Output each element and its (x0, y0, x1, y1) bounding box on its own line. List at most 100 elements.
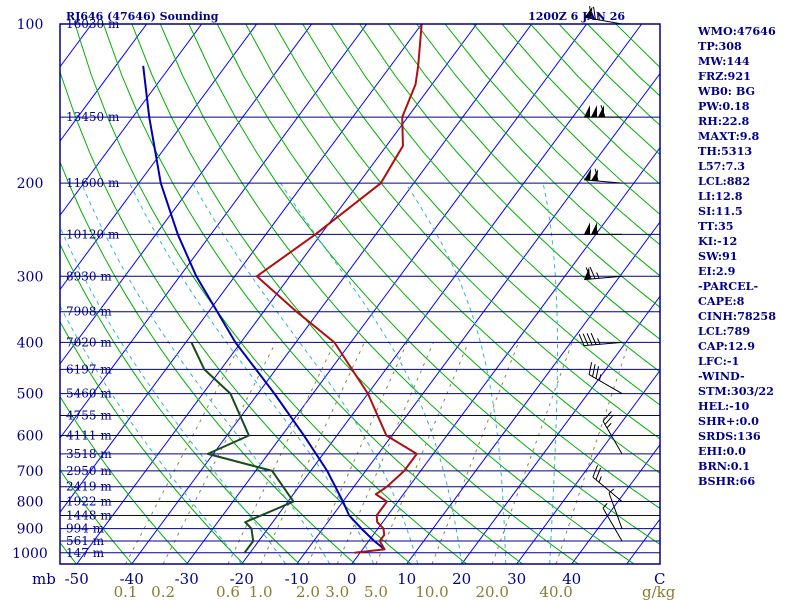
index-item: WMO:47646 (698, 24, 776, 38)
wind-barb (602, 503, 623, 542)
pressure-tick-label: 100 (17, 17, 44, 33)
height-label: 13450 m (66, 110, 120, 124)
dry-adiabat-line (0, 24, 21, 564)
pressure-tick-label: 1000 (12, 546, 48, 562)
height-label: 561 m (66, 534, 105, 548)
wind-barb (584, 6, 623, 25)
index-item: LFC:-1 (698, 354, 740, 368)
pressure-tick-label: 800 (17, 495, 44, 511)
index-item: KI:-12 (698, 234, 738, 248)
temperature-tick-label: 0 (347, 570, 357, 588)
wind-barb (584, 104, 622, 118)
pressure-tick-label: 200 (17, 176, 44, 192)
mixing-ratio-tick-label: 2.0 (296, 583, 320, 600)
isotherm-line (516, 369, 660, 564)
temperature-tick-label: -20 (230, 570, 254, 588)
mixing-ratio-tick-label: 20.0 (475, 583, 508, 600)
height-label: 10120 m (66, 227, 120, 241)
index-item: -PARCEL- (698, 279, 759, 293)
dry-adiabat-line (60, 160, 356, 564)
isotherm-line (351, 146, 660, 564)
dry-adiabat-line (60, 541, 77, 564)
dry-adiabat-line (416, 24, 660, 277)
temperature-profile-line (255, 24, 423, 554)
index-item: EHI:0.0 (698, 444, 746, 458)
isotherm-line (60, 24, 368, 439)
pressure-tick-label: 300 (17, 269, 44, 285)
index-item: TH:5313 (698, 144, 753, 158)
sounding-time: 1200Z 6 JAN 26 (528, 10, 625, 23)
temperature-tick-label: 40 (562, 570, 581, 588)
isotherm-line (60, 24, 258, 291)
index-item: SRDS:136 (698, 429, 761, 443)
dry-adiabat-line (444, 24, 660, 246)
height-label: 4755 m (66, 409, 112, 423)
isotherm-line (406, 221, 660, 564)
wind-barb (584, 266, 623, 281)
mixing-ratio-line (162, 342, 277, 564)
index-item: SW:91 (698, 249, 738, 263)
dry-adiabat-line (74, 24, 468, 564)
index-item: -WIND- (698, 369, 745, 383)
pressure-tick-labels: 100 200 300 400 500 600 700 800 900 1000 (12, 17, 48, 562)
temperature-tick-labels: -50 -40 -30 -20 -10 0 10 20 30 40 (65, 570, 582, 588)
mixing-ratio-tick-label: 0.2 (151, 583, 175, 600)
index-item: RH:22.8 (698, 114, 750, 128)
index-item: EI:2.9 (698, 264, 736, 278)
height-label: 1448 m (66, 508, 112, 522)
height-label: 11600 m (66, 176, 120, 190)
isobars (60, 23, 660, 554)
wind-barb (592, 465, 623, 502)
temperature-tick-label: -30 (175, 570, 199, 588)
wind-barb (584, 222, 622, 235)
temperature-tick-label: 20 (452, 570, 471, 588)
dry-adiabat-line (245, 24, 660, 474)
height-label: 16030 m (66, 17, 120, 31)
background-lines (0, 24, 660, 564)
moist-adiabat-line (405, 182, 507, 564)
mixing-ratio-tick-label: 0.6 (216, 583, 240, 600)
dry-adiabat-line (330, 24, 660, 373)
index-item: LCL:789 (698, 324, 751, 338)
isotherm-line (0, 24, 37, 564)
temperature-tick-label: 30 (507, 570, 526, 588)
temperature-tick-label: -50 (65, 570, 89, 588)
moist-adiabat-line (280, 182, 463, 564)
mixing-ratio-tick-label: 5.0 (364, 583, 388, 600)
isotherm-line (571, 443, 660, 564)
index-item: L57:7.3 (698, 159, 746, 173)
moist-adiabat-line (60, 225, 287, 564)
wind-barb (584, 168, 623, 184)
height-label: 2419 m (66, 480, 112, 494)
index-item: LI:12.8 (698, 189, 743, 203)
isotherm-line (296, 72, 660, 564)
dry-adiabat-line (188, 24, 660, 545)
wind-barb (608, 488, 623, 529)
mixing-ratio-line (260, 342, 365, 564)
height-labels: 16030 m 13450 m 11600 m 10120 m 8930 m 7908 m… (66, 17, 120, 560)
index-item: SHR+:0.0 (698, 414, 759, 428)
moist-adiabat-line (192, 182, 419, 564)
dry-adiabat-line (302, 24, 660, 406)
isotherm-line (131, 24, 533, 564)
temperature-unit-label: C (654, 570, 665, 588)
dry-adiabat-line (216, 24, 660, 510)
height-label: 1922 m (66, 495, 112, 509)
pressure-tick-label: 700 (17, 464, 44, 480)
dry-adiabat-line (273, 24, 660, 440)
wind-barb (578, 332, 623, 347)
index-item: CINH:78258 (698, 309, 776, 323)
height-label: 6197 m (66, 362, 112, 376)
index-item: CAP:12.9 (698, 339, 755, 353)
index-item: STM:303/22 (698, 384, 774, 398)
index-item: BSHR:66 (698, 474, 756, 488)
isotherm-line (60, 24, 423, 514)
wind-barb (602, 411, 623, 455)
pressure-axis-label: mb (32, 570, 56, 588)
dry-adiabat-line (60, 242, 300, 564)
index-item: MW:144 (698, 54, 750, 68)
index-item: SI:11.5 (698, 204, 743, 218)
isotherm-line (60, 24, 148, 142)
index-item: BRN:0.1 (698, 459, 751, 473)
